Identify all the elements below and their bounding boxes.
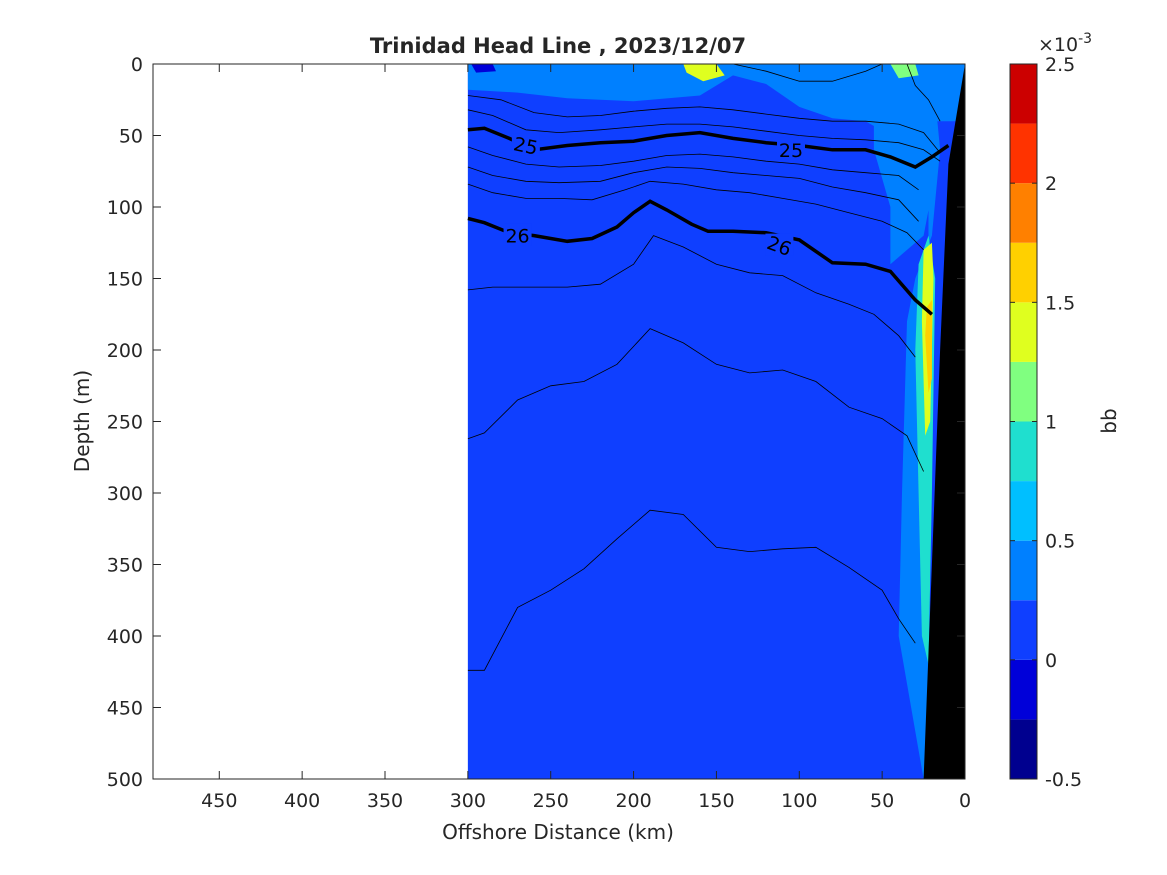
thin-contour-7 — [467, 509, 916, 671]
thin-contours — [467, 64, 941, 671]
chart-title: Trinidad Head Line , 2023/12/07 — [370, 34, 746, 58]
colorbar-exponent-base: ×10 — [1038, 34, 1078, 56]
x-axis-label: Offshore Distance (km) — [442, 820, 674, 844]
y-tick-label: 150 — [107, 269, 143, 291]
colorbar-level-6 — [1010, 361, 1037, 422]
colorbar-level-11 — [1010, 64, 1037, 124]
y-tick-label: 100 — [107, 197, 143, 219]
thin-contour-9 — [732, 64, 883, 82]
x-axis-ticks: 450 400 350 300 250 200 150 100 50 0 — [201, 64, 971, 812]
colorbar-level-3 — [1010, 540, 1037, 601]
colorbar-level-1 — [1010, 659, 1037, 720]
x-tick-label: 50 — [870, 790, 894, 812]
y-tick-label: 250 — [107, 412, 143, 434]
field-background — [467, 64, 965, 779]
contour-label-bg-0 — [511, 133, 540, 156]
colorbar-label: bb — [1097, 408, 1121, 433]
region-surface-layer — [467, 64, 965, 207]
thin-contour-0 — [467, 95, 941, 153]
y-tick-label: 0 — [131, 54, 143, 76]
region-bottom-anomaly — [925, 300, 932, 393]
x-tick-label: 250 — [533, 790, 569, 812]
colorbar-level-9 — [1010, 183, 1037, 243]
y-tick-label: 300 — [107, 483, 143, 505]
x-tick-label: 350 — [367, 790, 403, 812]
region-surface-patch-1 — [683, 64, 725, 82]
colorbar-tick-label: -0.5 — [1045, 769, 1082, 791]
colorbar-level-10 — [1010, 123, 1037, 184]
contour-label-25: 25 — [779, 140, 803, 162]
y-tick-label: 450 — [107, 698, 143, 720]
y-axis-label: Depth (m) — [70, 370, 94, 472]
colorbar-tick-label: 1 — [1045, 412, 1057, 434]
colorbar-exponent: ×10-3 — [1038, 31, 1092, 56]
y-tick-label: 350 — [107, 555, 143, 577]
contour-label-25: 25 — [512, 133, 540, 160]
y-tick-label: 400 — [107, 626, 143, 648]
colorbar-tick-label: 2.5 — [1045, 54, 1075, 76]
x-tick-label: 300 — [450, 790, 486, 812]
y-tick-label: 50 — [119, 126, 143, 148]
colorbar-tick-label: 0 — [1045, 650, 1057, 672]
thin-contour-4 — [467, 180, 924, 251]
colorbar-tick-label: 1.5 — [1045, 292, 1075, 314]
colorbar-level-8 — [1010, 242, 1037, 303]
y-tick-label: 200 — [107, 340, 143, 362]
bathymetry-seafloor — [923, 64, 965, 779]
x-tick-label: 200 — [615, 790, 651, 812]
field-layer — [467, 64, 965, 779]
contour-label-bg-2 — [503, 223, 532, 246]
colorbar: -0.5 0 0.5 1 1.5 2 2.5 — [1009, 54, 1082, 791]
x-tick-label: 150 — [698, 790, 734, 812]
region-surface-patch-3 — [471, 64, 496, 73]
colorbar-tick-label: 2 — [1045, 173, 1057, 195]
thin-contour-6 — [467, 328, 924, 472]
colorbar-exponent-power: -3 — [1078, 31, 1092, 47]
colorbar-level-7 — [1010, 302, 1037, 362]
y-axis-ticks: 0 50 100 150 200 250 300 350 400 450 500 — [107, 54, 965, 791]
field-regions — [467, 64, 965, 779]
colorbar-tick-label: 0.5 — [1045, 531, 1075, 553]
colorbar-level-4 — [1010, 481, 1037, 541]
thin-contour-5 — [467, 235, 916, 358]
x-tick-label: 100 — [781, 790, 817, 812]
y-tick-label: 500 — [107, 769, 143, 791]
thin-contour-3 — [467, 166, 919, 222]
contour-label-bg-1 — [777, 137, 805, 160]
thin-contour-8 — [906, 64, 941, 122]
colorbar-level-5 — [1010, 421, 1037, 482]
colorbar-level-0 — [1010, 719, 1037, 779]
x-tick-label: 0 — [959, 790, 971, 812]
thin-contour-1 — [467, 109, 941, 162]
x-tick-label: 400 — [284, 790, 320, 812]
colorbar-level-2 — [1010, 600, 1037, 660]
contour-label-bg-3 — [765, 233, 794, 256]
density-contour-26 — [467, 199, 934, 316]
contour-label-26: 26 — [505, 226, 529, 248]
thin-contour-2 — [467, 146, 919, 191]
x-tick-label: 450 — [201, 790, 237, 812]
